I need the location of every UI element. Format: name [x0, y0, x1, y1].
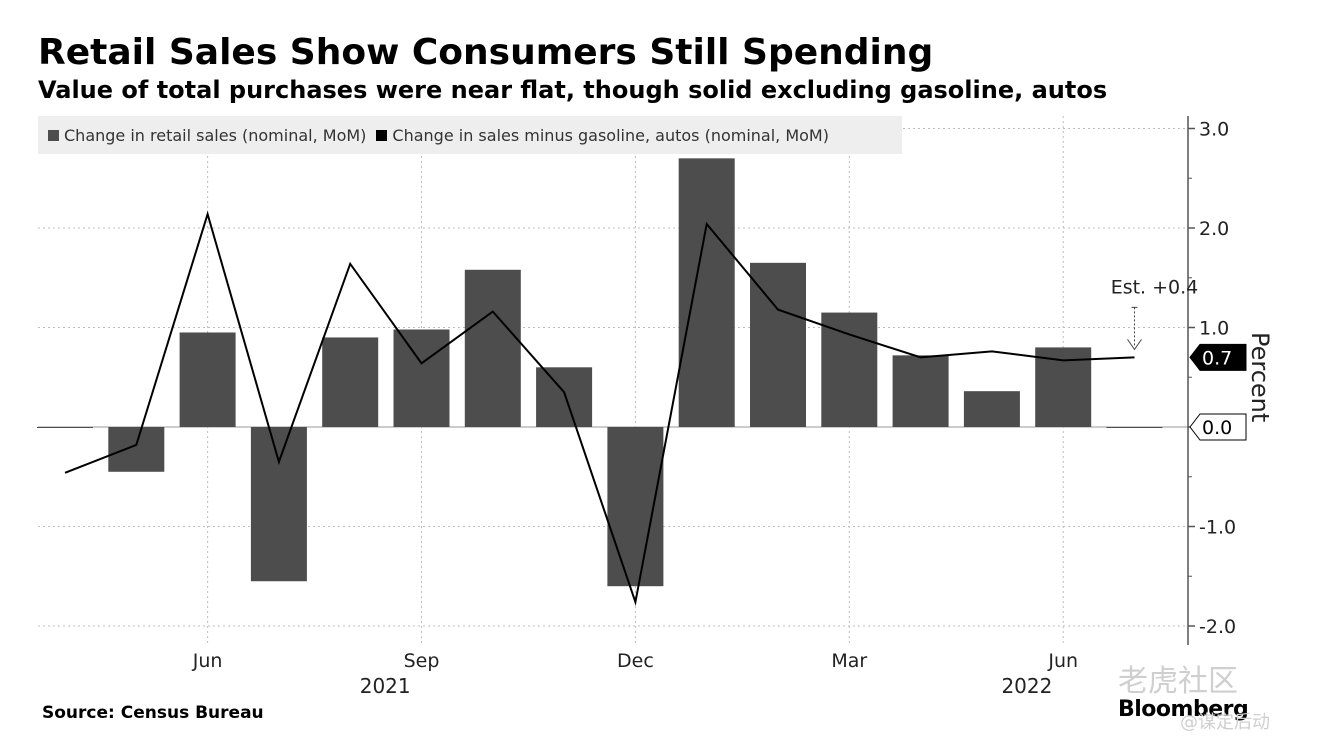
y-tick-label: -1.0: [1199, 517, 1236, 539]
series-line: [64, 210, 1135, 607]
bar: [37, 427, 93, 428]
bar: [1106, 427, 1163, 428]
bar: [464, 269, 521, 427]
end-label-value: 0.7: [1202, 347, 1232, 369]
legend-swatch-line: [376, 129, 388, 141]
bar: [179, 332, 236, 427]
chart-title: Retail Sales Show Consumers Still Spendi…: [38, 32, 934, 73]
end-label-box: [1189, 343, 1247, 371]
legend-label-retail-sales: Change in retail sales (nominal, MoM): [64, 125, 367, 145]
bar: [322, 337, 379, 427]
y-tick-label: 1.0: [1199, 318, 1229, 340]
y-tick-label: 2.0: [1199, 218, 1229, 240]
bar: [393, 329, 450, 427]
x-tick-label: Dec: [617, 650, 654, 672]
bar: [250, 427, 307, 582]
chart-legend: Change in retail sales (nominal, MoM) Ch…: [38, 116, 902, 154]
chart-subtitle: Value of total purchases were near flat,…: [38, 76, 1108, 104]
bar: [821, 312, 878, 427]
x-tick-label: Sep: [404, 650, 440, 672]
bar: [607, 427, 664, 587]
brand-logo: Bloomberg: [1118, 697, 1249, 722]
legend-label-ex-gas-autos: Change in sales minus gasoline, autos (n…: [392, 125, 829, 145]
legend-swatch-bar: [48, 129, 59, 141]
x-year-label: 2021: [360, 674, 411, 698]
bar: [536, 367, 593, 427]
source-note: Source: Census Bureau: [42, 703, 264, 723]
bar: [750, 262, 806, 427]
y-tick-label: 3.0: [1199, 119, 1229, 141]
y-axis-title: Percent: [1246, 332, 1274, 422]
legend-item-retail-sales: Change in retail sales (nominal, MoM): [48, 126, 366, 145]
bar: [963, 391, 1020, 427]
bar: [108, 427, 165, 472]
annotation-label: Est. +0.4: [1111, 276, 1199, 298]
y-tick-label: -2.0: [1199, 616, 1236, 638]
x-year-label: 2022: [1001, 674, 1052, 698]
watermark-handle: @谋定后动: [1180, 712, 1270, 733]
bar: [678, 158, 735, 427]
legend-item-ex-gas-autos: Change in sales minus gasoline, autos (n…: [376, 126, 829, 145]
annotation-arrow-head: [1127, 339, 1142, 351]
x-tick-label: Jun: [1047, 650, 1078, 672]
bar: [892, 355, 949, 427]
x-tick-label: Jun: [192, 650, 223, 672]
end-label-box: [1189, 413, 1247, 441]
x-tick-label: Mar: [831, 650, 867, 672]
end-label-value: 0.0: [1202, 417, 1232, 439]
watermark: 老虎社区: [1118, 664, 1238, 699]
